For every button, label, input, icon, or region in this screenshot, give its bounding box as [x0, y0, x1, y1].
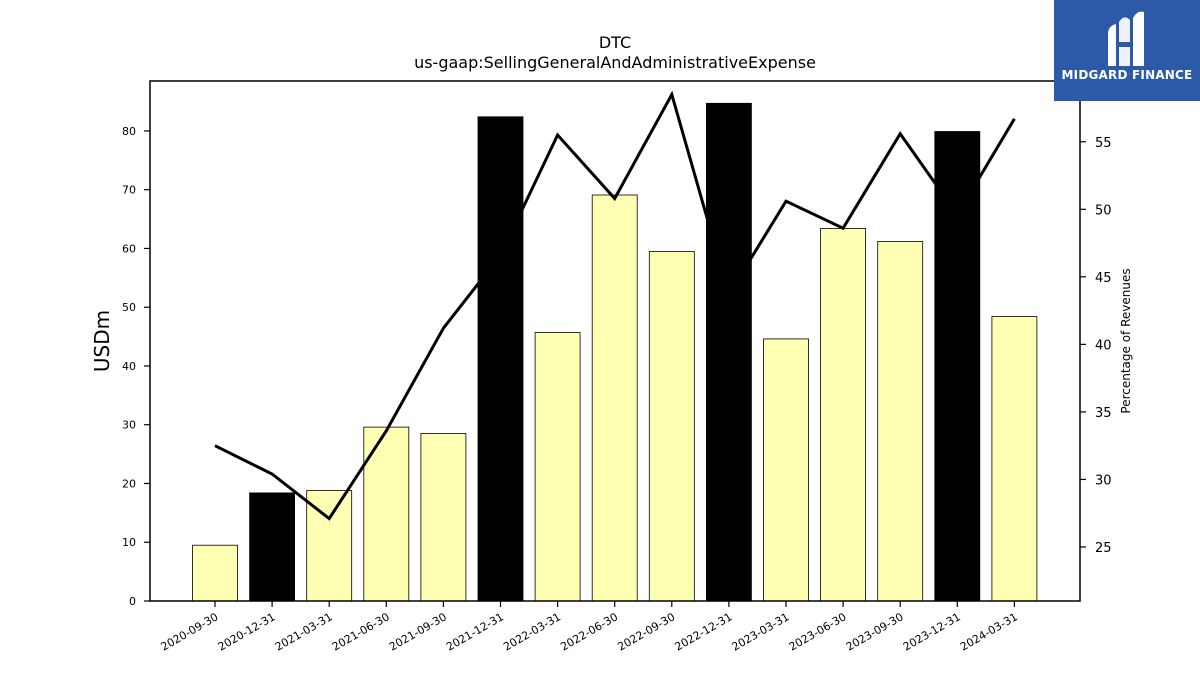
x-tick-label: 2021-03-31 — [273, 610, 335, 653]
right-tick-label: 25 — [1095, 541, 1112, 556]
bar-2020-12-31 — [249, 492, 296, 602]
bar-2020-09-30 — [192, 544, 238, 602]
x-tick-label: 2021-09-30 — [387, 610, 449, 653]
bar-2021-03-31 — [306, 490, 353, 602]
right-tick-label: 45 — [1095, 271, 1112, 286]
left-tick-label: 70 — [122, 184, 136, 197]
x-tick-label: 2020-09-30 — [159, 610, 221, 653]
left-tick-label: 80 — [122, 125, 136, 138]
right-axis-label: Percentage of Revenues — [1119, 268, 1133, 413]
line-layer — [214, 90, 1016, 521]
bar-2022-06-30 — [591, 194, 638, 602]
right-tick-label: 55 — [1095, 136, 1112, 151]
x-tick-label: 2021-12-31 — [444, 610, 506, 653]
bar-2022-03-31 — [534, 332, 581, 602]
bar-2022-12-31 — [706, 102, 752, 602]
bar-2023-03-31 — [763, 338, 809, 602]
chart-title: DTC — [599, 33, 631, 52]
right-tick-label: 30 — [1095, 473, 1112, 488]
left-tick-label: 50 — [122, 301, 136, 314]
percentage-line — [214, 90, 1016, 521]
x-tick-label: 2020-12-31 — [216, 610, 278, 653]
x-tick-label: 2022-09-30 — [615, 610, 677, 653]
x-tick-label: 2022-06-30 — [558, 610, 620, 653]
right-tick-label: 50 — [1095, 203, 1112, 218]
x-tick-label: 2024-03-31 — [958, 610, 1020, 653]
x-tick-label: 2023-12-31 — [901, 610, 963, 653]
x-tick-label: 2021-06-30 — [330, 610, 392, 653]
left-tick-label: 60 — [122, 242, 136, 255]
x-tick-label: 2023-06-30 — [787, 610, 849, 653]
logo-text: MIDGARD FINANCE — [1061, 68, 1193, 82]
bar-2023-12-31 — [934, 131, 981, 602]
right-axis: 25 30 35 40 45 50 55 — [1080, 136, 1112, 556]
brand-logo: MIDGARD FINANCE — [1054, 0, 1200, 101]
bar-2022-09-30 — [648, 250, 695, 602]
left-tick-label: 30 — [122, 419, 136, 432]
right-tick-label: 35 — [1095, 406, 1112, 421]
x-axis: 2020-09-302020-12-312021-03-312021-06-30… — [159, 601, 1020, 654]
x-tick-label: 2023-09-30 — [844, 610, 906, 653]
bar-2021-12-31 — [477, 116, 524, 602]
right-tick-label: 40 — [1095, 338, 1112, 353]
logo-mark-icon — [1108, 11, 1144, 67]
bar-2024-03-31 — [991, 316, 1038, 602]
chart-subtitle: us-gaap:SellingGeneralAndAdministrativeE… — [414, 53, 816, 72]
bar-2023-09-30 — [877, 240, 924, 602]
x-tick-label: 2022-03-31 — [501, 610, 563, 653]
left-tick-label: 40 — [122, 360, 136, 373]
left-axis: 0 10 20 30 40 50 60 70 80 — [122, 125, 150, 608]
bars-group — [192, 102, 1038, 602]
x-tick-label: 2023-03-31 — [730, 610, 792, 653]
x-tick-label: 2022-12-31 — [673, 610, 735, 653]
bar-2023-06-30 — [820, 228, 866, 602]
left-tick-label: 0 — [129, 595, 136, 608]
left-tick-label: 10 — [122, 536, 136, 549]
bar-2021-09-30 — [420, 433, 467, 602]
left-tick-label: 20 — [122, 477, 136, 490]
left-axis-label: USDm — [90, 310, 114, 372]
